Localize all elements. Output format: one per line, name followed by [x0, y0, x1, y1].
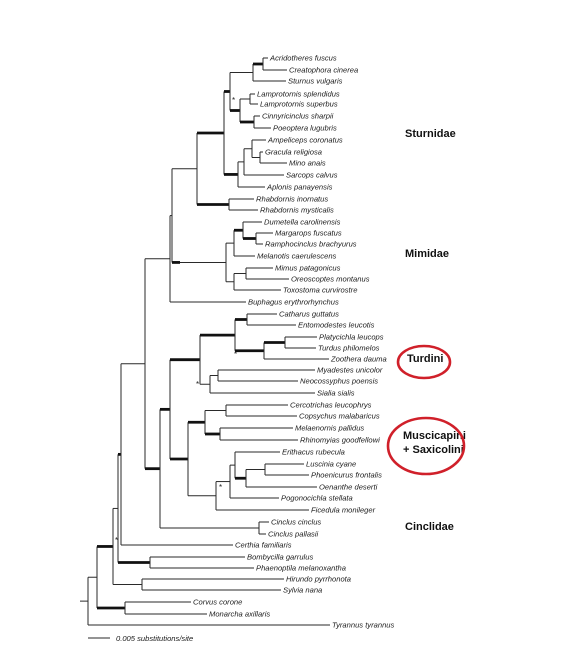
taxon-label: Cercotrichas leucophrys	[290, 401, 372, 410]
taxon-label: Cinclus cinclus	[271, 518, 321, 527]
turdini-highlight-oval	[396, 344, 452, 380]
taxon-label: Dumetella carolinensis	[264, 218, 341, 227]
taxon-label: Zoothera dauma	[330, 355, 387, 364]
taxon-label: Melaenornis pallidus	[295, 424, 364, 433]
taxon-label: Lamprotornis splendidus	[257, 90, 340, 99]
taxon-label: Monarcha axillaris	[209, 610, 270, 619]
taxon-label: Poeoptera lugubris	[273, 124, 337, 133]
taxon-label: Myadestes unicolor	[317, 366, 383, 375]
taxon-label: Sturnus vulgaris	[288, 77, 343, 86]
tree-branches	[80, 57, 330, 626]
clade-label-saxicolini: + Saxicolini	[403, 444, 464, 456]
taxon-label: Gracula religiosa	[265, 148, 322, 157]
taxon-label: Luscinia cyane	[306, 460, 356, 469]
taxon-label: Sarcops calvus	[286, 171, 338, 180]
taxon-label: Copsychus malabaricus	[299, 412, 380, 421]
taxon-label: Cinnyricinclus sharpii	[262, 112, 334, 121]
taxon-label: Oenanthe deserti	[319, 483, 378, 492]
taxon-label: Acridotheres fuscus	[269, 54, 337, 63]
clade-label-mimidae: Mimidae	[405, 248, 449, 260]
clade-label-cinclidae: Cinclidae	[405, 521, 454, 533]
support-asterisk: *	[115, 536, 118, 545]
taxon-labels: Acridotheres fuscus Creatophora cinerea St…	[193, 54, 395, 630]
taxon-label: Corvus corone	[193, 598, 242, 607]
taxon-label: Erithacus rubecula	[282, 448, 345, 457]
taxon-label: Hirundo pyrrhonota	[286, 575, 351, 584]
taxon-label: Platycichla leucops	[319, 333, 384, 342]
taxon-label: Phaenoptila melanoxantha	[256, 564, 346, 573]
taxon-label: Rhabdornis inornatus	[256, 195, 328, 204]
clade-label-muscicapini: Muscicapini	[403, 430, 466, 442]
muscicapini-highlight-oval	[386, 416, 466, 476]
taxon-label: Aplonis panayensis	[266, 183, 333, 192]
taxon-label: Buphagus erythrorhynchus	[248, 298, 339, 307]
taxon-label: Neocossyphus poensis	[300, 377, 378, 386]
taxon-label: Cinclus pallasii	[268, 530, 319, 539]
taxon-label: Ampeliceps coronatus	[267, 136, 343, 145]
taxon-label: Ficedula monileger	[311, 506, 376, 515]
taxon-label: Sylvia nana	[283, 586, 322, 595]
support-asterisk: *	[196, 380, 199, 389]
taxon-label: Lamprotornis superbus	[260, 100, 338, 109]
taxon-label: Catharus guttatus	[279, 310, 339, 319]
taxon-label: Pogonocichla stellata	[281, 494, 353, 503]
taxon-label: Sialia sialis	[317, 389, 355, 398]
taxon-label: Tyrannus tyrannus	[332, 621, 395, 630]
taxon-label: Phoenicurus frontalis	[311, 471, 382, 480]
taxon-label: Mimus patagonicus	[275, 264, 341, 273]
taxon-label: Ramphocinclus brachyurus	[265, 240, 357, 249]
taxon-label: Certhia familiaris	[235, 541, 292, 550]
taxon-label: Rhinomyias goodfellowi	[300, 436, 380, 445]
scale-bar-label: 0.005 substitutions/site	[116, 634, 193, 643]
taxon-label: Oreoscoptes montanus	[291, 275, 370, 284]
clade-label-turdini: Turdini	[407, 353, 443, 365]
support-asterisk: *	[234, 350, 237, 359]
taxon-label: Toxostoma curvirostre	[283, 286, 357, 295]
support-asterisk: *	[232, 96, 235, 105]
taxon-label: Creatophora cinerea	[289, 66, 358, 75]
taxon-label: Melanotis caerulescens	[257, 252, 337, 261]
clade-label-sturnidae: Sturnidae	[405, 128, 456, 140]
taxon-label: Bombycilla garrulus	[247, 553, 313, 562]
taxon-label: Turdus philomelos	[318, 344, 380, 353]
taxon-label: Mino anais	[289, 159, 326, 168]
taxon-label: Entomodestes leucotis	[298, 321, 375, 330]
support-asterisk: *	[219, 483, 222, 492]
taxon-label: Rhabdornis mysticalis	[260, 206, 334, 215]
taxon-label: Margarops fuscatus	[275, 229, 342, 238]
